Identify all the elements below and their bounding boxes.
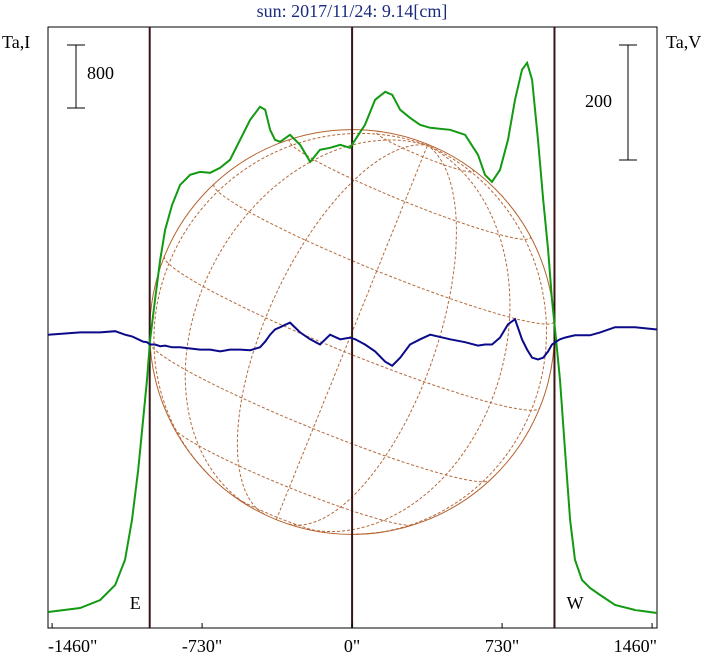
x-tick-label: 0" [344,636,360,656]
disk-grid-line [356,144,548,535]
disk-grid-line [149,343,490,483]
disk-grid-line [213,184,555,325]
chart-title: sun: 2017/11/24: 9.14[cm] [257,1,448,21]
disk-grid-line [236,144,428,515]
x-tick-label: -1460" [48,636,97,656]
disk-grid-line [288,138,532,240]
x-tick-label: 730" [485,636,519,656]
disk-grid-line [184,139,428,506]
limb-label: E [130,593,141,613]
disk-grid-line [375,131,474,173]
disk-grid-line [153,132,428,476]
series-line [48,60,658,614]
disk-grid-line [163,256,541,411]
scale-bar-label: 800 [87,63,114,83]
y-axis-label: Ta,I [2,32,30,52]
scale-bar-label: 200 [585,91,612,111]
disk-grid-line [307,144,511,533]
disk-grid-line [275,145,428,520]
series-line [48,317,658,367]
disk-grid-line [288,145,457,526]
limb-label: W [566,593,583,613]
disk-grid-line [174,428,413,526]
x-tick-label: -730" [182,636,222,656]
x-tick-label: 1460" [614,636,657,656]
disk-grid-line [233,495,323,533]
y2-axis-label: Ta,V [666,32,701,52]
